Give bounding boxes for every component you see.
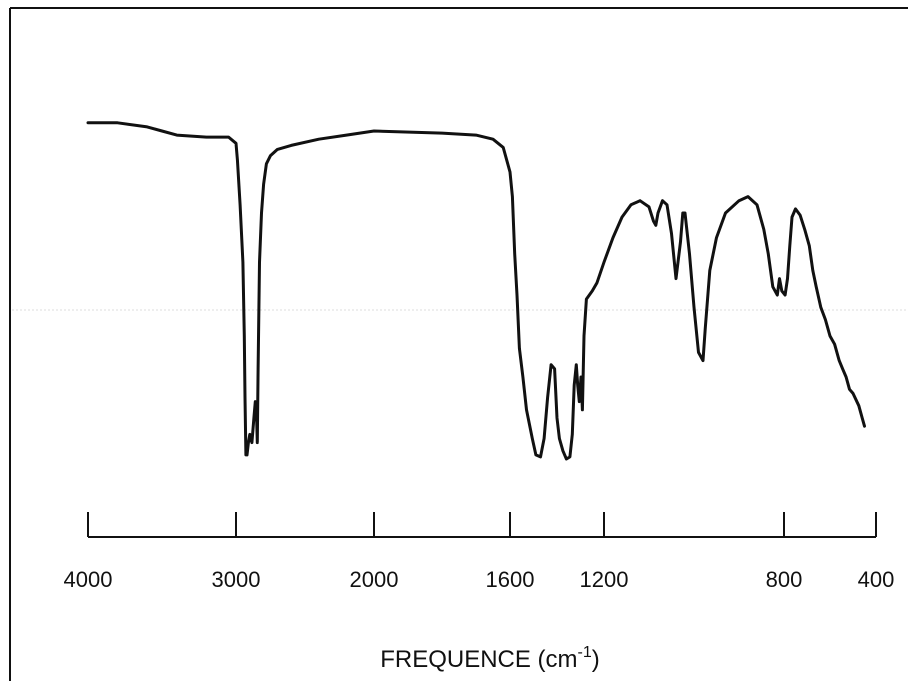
x-tick-label-1200: 1200	[580, 567, 629, 592]
x-axis-title: FREQUENCE (cm-1)	[380, 644, 600, 673]
x-tick-label-800: 800	[766, 567, 803, 592]
spectrum-line	[86, 121, 866, 461]
plot-frame	[9, 7, 908, 681]
x-axis-title-close: )	[592, 646, 600, 673]
x-axis-title-superscript: -1	[578, 644, 592, 661]
x-tick-label-2000: 2000	[350, 567, 399, 592]
x-axis-tick-labels: 4000 3000 2000 1600 1200 800 400	[64, 567, 895, 592]
x-axis-ticks	[87, 512, 877, 537]
x-tick-label-4000: 4000	[64, 567, 113, 592]
x-tick-label-3000: 3000	[212, 567, 261, 592]
x-tick-label-1600: 1600	[486, 567, 535, 592]
x-tick-label-400: 400	[858, 567, 895, 592]
x-axis-title-main: FREQUENCE (cm	[380, 646, 577, 673]
